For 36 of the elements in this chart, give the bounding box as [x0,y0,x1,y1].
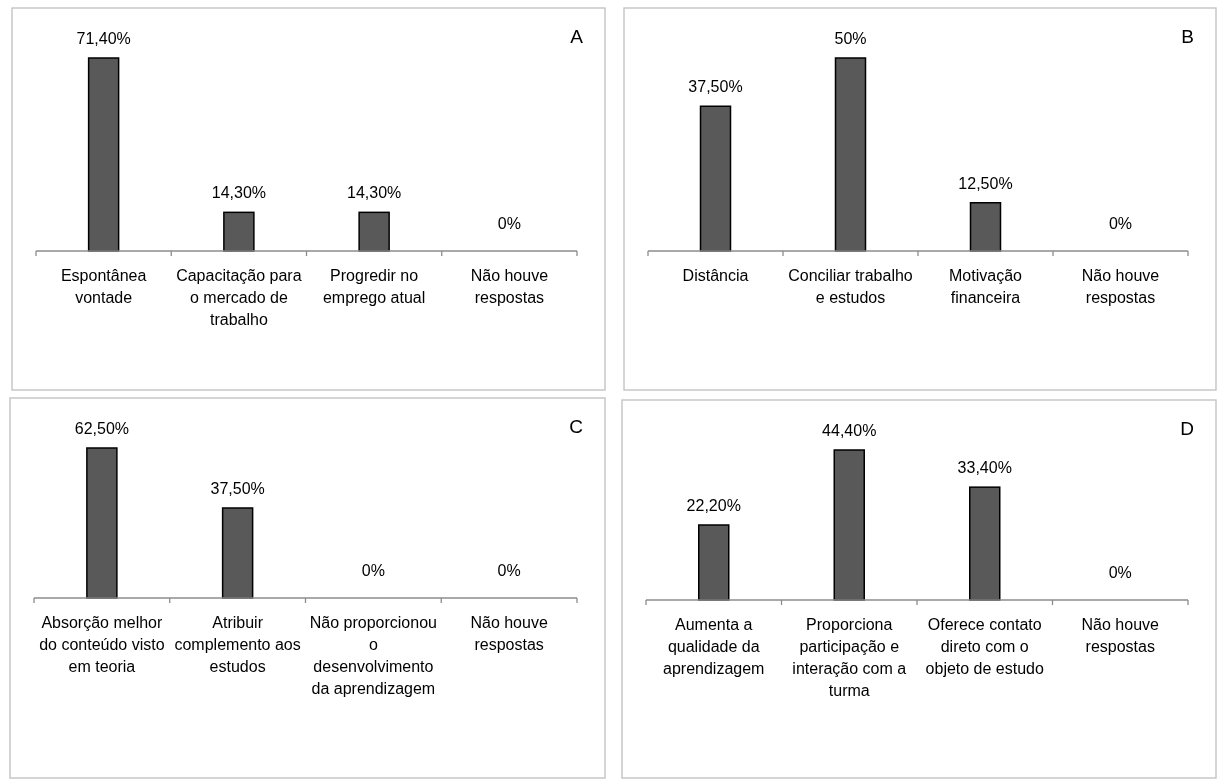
x-tick-label: Não houve respostas [470,614,548,653]
x-tick-label: Capacitação para o mercado de trabalho [176,267,302,328]
data-label: 71,40% [76,30,131,47]
chart-title: D [1180,418,1194,439]
data-label: 44,40% [822,422,877,439]
data-label: 37,50% [688,78,743,96]
data-label: 33,40% [957,459,1012,477]
x-tick-label: Distância [682,267,749,284]
data-label: 0% [1108,564,1132,581]
chart-title: A [570,26,584,47]
data-label: 50% [834,30,867,47]
chart-title: C [569,416,583,437]
x-tick-label: Não houve respostas [1081,267,1160,306]
x-tick-label: Aumenta a qualidade da aprendizagem [663,616,765,677]
x-tick-label: Espontânea vontade [60,267,147,306]
x-tick-label: Absorção melhor do conteúdo visto em teoria [39,614,165,675]
data-label: 0% [361,562,385,579]
data-label: 12,50% [958,174,1013,192]
data-label: 14,30% [346,184,402,202]
data-label: 22,20% [686,497,741,514]
data-label: 0% [497,562,521,579]
x-tick-label: Não proporcionou o desenvolvimento da aprendizagem [309,614,437,697]
x-tick-label: Motivação financeira [949,267,1023,306]
x-tick-label: Progredir no emprego atual [322,267,426,306]
data-label: 37,50% [210,480,265,497]
chart-title: B [1181,26,1194,47]
data-label: 0% [497,215,521,232]
x-tick-label: Atribuir complemento aos estudos [174,614,301,675]
x-tick-label: Conciliar trabalho e estudos [788,267,913,306]
x-tick-label: Não houve respostas [1081,616,1160,655]
x-tick-label: Oferece contato direto com o objeto de estudo [925,616,1045,677]
data-label: 62,50% [74,420,130,437]
data-label: 14,30% [211,184,267,202]
x-tick-label: Não houve respostas [470,267,549,306]
data-label: 0% [1108,215,1133,232]
x-tick-label: Proporciona participação e interação com a turma [792,616,907,699]
